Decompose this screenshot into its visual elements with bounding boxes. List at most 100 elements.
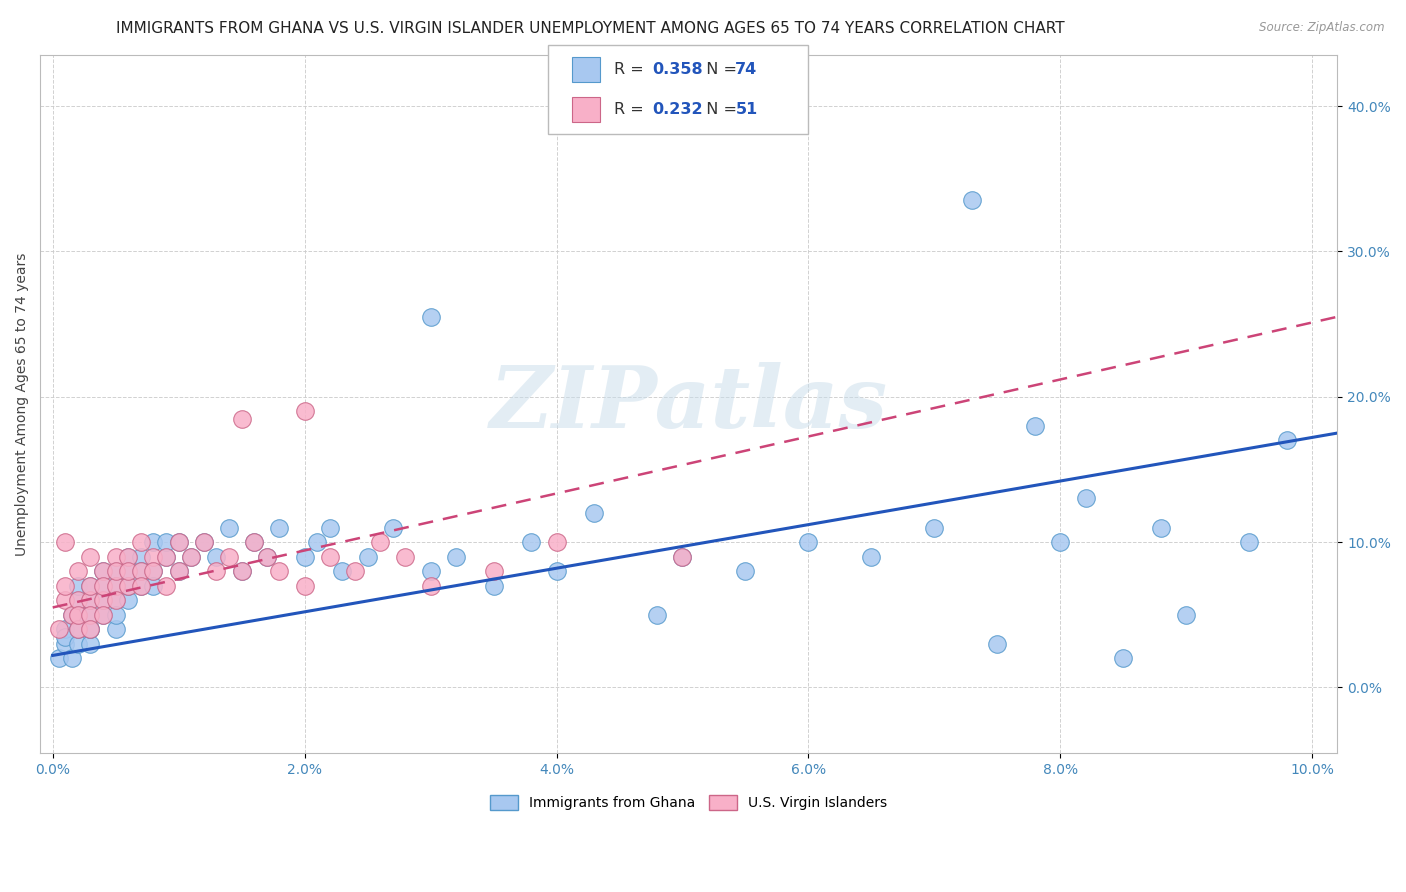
- Point: [155, 535, 177, 549]
- Point: [117, 579, 139, 593]
- Point: [671, 549, 693, 564]
- Text: Source: ZipAtlas.com: Source: ZipAtlas.com: [1260, 21, 1385, 34]
- Point: [117, 564, 139, 578]
- Point: [218, 520, 240, 534]
- Point: [104, 593, 127, 607]
- Point: [231, 411, 253, 425]
- Point: [180, 549, 202, 564]
- Point: [104, 549, 127, 564]
- Point: [117, 549, 139, 564]
- Point: [60, 651, 83, 665]
- Point: [269, 520, 291, 534]
- Point: [444, 549, 467, 564]
- Text: N =: N =: [696, 102, 742, 117]
- Text: N =: N =: [696, 62, 742, 77]
- Point: [1024, 418, 1046, 433]
- Point: [117, 579, 139, 593]
- Point: [231, 564, 253, 578]
- Point: [53, 593, 76, 607]
- Point: [66, 607, 89, 622]
- Point: [671, 549, 693, 564]
- Point: [60, 607, 83, 622]
- Point: [79, 593, 101, 607]
- Point: [645, 607, 668, 622]
- Point: [256, 549, 278, 564]
- Point: [79, 622, 101, 636]
- Point: [155, 549, 177, 564]
- Point: [193, 535, 215, 549]
- Text: 74: 74: [735, 62, 758, 77]
- Text: 0.232: 0.232: [652, 102, 703, 117]
- Point: [117, 549, 139, 564]
- Point: [1074, 491, 1097, 506]
- Point: [243, 535, 266, 549]
- Point: [142, 535, 165, 549]
- Point: [218, 549, 240, 564]
- Legend: Immigrants from Ghana, U.S. Virgin Islanders: Immigrants from Ghana, U.S. Virgin Islan…: [485, 789, 893, 815]
- Point: [53, 579, 76, 593]
- Point: [66, 593, 89, 607]
- Point: [356, 549, 378, 564]
- Point: [307, 535, 329, 549]
- Point: [104, 564, 127, 578]
- Point: [269, 564, 291, 578]
- Point: [180, 549, 202, 564]
- Point: [79, 579, 101, 593]
- Text: ZIPatlas: ZIPatlas: [489, 362, 887, 446]
- Point: [520, 535, 543, 549]
- Point: [482, 564, 505, 578]
- Point: [343, 564, 366, 578]
- Point: [129, 579, 152, 593]
- Text: IMMIGRANTS FROM GHANA VS U.S. VIRGIN ISLANDER UNEMPLOYMENT AMONG AGES 65 TO 74 Y: IMMIGRANTS FROM GHANA VS U.S. VIRGIN ISL…: [117, 21, 1064, 36]
- Point: [79, 637, 101, 651]
- Point: [142, 564, 165, 578]
- Point: [319, 520, 342, 534]
- Point: [104, 579, 127, 593]
- Point: [66, 607, 89, 622]
- Point: [66, 637, 89, 651]
- Point: [256, 549, 278, 564]
- Point: [48, 651, 70, 665]
- Point: [319, 549, 342, 564]
- Point: [104, 564, 127, 578]
- Point: [91, 593, 114, 607]
- Text: 51: 51: [735, 102, 758, 117]
- Point: [193, 535, 215, 549]
- Point: [53, 535, 76, 549]
- Y-axis label: Unemployment Among Ages 65 to 74 years: Unemployment Among Ages 65 to 74 years: [15, 252, 30, 556]
- Point: [48, 622, 70, 636]
- Point: [797, 535, 820, 549]
- Point: [79, 622, 101, 636]
- Point: [79, 607, 101, 622]
- Point: [53, 637, 76, 651]
- Point: [142, 549, 165, 564]
- Point: [1175, 607, 1198, 622]
- Point: [546, 535, 568, 549]
- Point: [1239, 535, 1261, 549]
- Point: [129, 549, 152, 564]
- Point: [66, 564, 89, 578]
- Point: [104, 622, 127, 636]
- Point: [294, 549, 316, 564]
- Point: [142, 579, 165, 593]
- Point: [243, 535, 266, 549]
- Point: [142, 564, 165, 578]
- Text: R =: R =: [614, 102, 650, 117]
- Point: [91, 579, 114, 593]
- Point: [1112, 651, 1135, 665]
- Point: [231, 564, 253, 578]
- Point: [1150, 520, 1173, 534]
- Point: [1049, 535, 1071, 549]
- Point: [53, 630, 76, 644]
- Point: [79, 593, 101, 607]
- Point: [1275, 434, 1298, 448]
- Point: [79, 607, 101, 622]
- Point: [60, 607, 83, 622]
- Point: [482, 579, 505, 593]
- Point: [66, 622, 89, 636]
- Point: [924, 520, 946, 534]
- Point: [986, 637, 1008, 651]
- Point: [129, 564, 152, 578]
- Point: [129, 535, 152, 549]
- Point: [104, 607, 127, 622]
